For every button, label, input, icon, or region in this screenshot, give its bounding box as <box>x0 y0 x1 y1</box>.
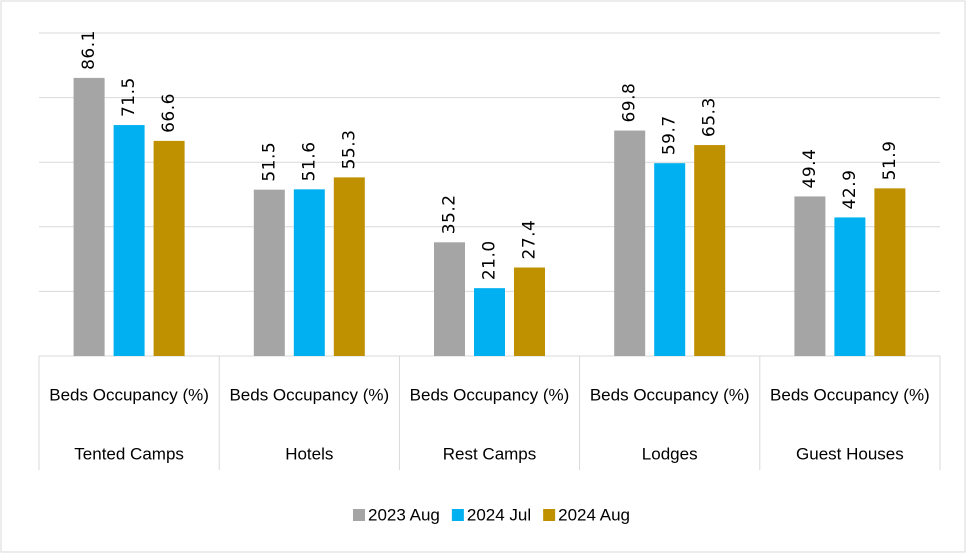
bar <box>153 140 185 356</box>
bar <box>113 125 145 357</box>
legend-swatch <box>353 509 365 521</box>
legend-label: 2024 Aug <box>558 505 630 524</box>
value-label: 51.6 <box>299 141 319 181</box>
value-label: 69.8 <box>620 83 640 123</box>
x-tick-label: Guest Houses <box>796 444 904 463</box>
bar <box>253 189 285 356</box>
x-tick-label: Beds Occupancy (%) <box>590 385 750 404</box>
x-tick-label: Tented Camps <box>74 444 184 463</box>
legend-swatch <box>543 509 556 521</box>
value-label: 49.4 <box>800 149 820 189</box>
value-label: 66.6 <box>159 93 179 133</box>
bar <box>694 145 726 356</box>
value-label: 51.9 <box>880 141 900 181</box>
value-label: 59.7 <box>660 115 680 155</box>
x-tick-label: Beds Occupancy (%) <box>770 385 930 404</box>
value-label: 71.5 <box>119 77 139 117</box>
value-label: 21.0 <box>480 240 500 280</box>
legend-label: 2024 Jul <box>467 505 531 524</box>
bar <box>293 189 325 356</box>
value-label: 51.5 <box>259 142 279 182</box>
bar <box>73 77 105 356</box>
x-tick-label: Beds Occupancy (%) <box>49 385 209 404</box>
bar <box>434 242 465 356</box>
x-tick-label: Hotels <box>285 444 333 463</box>
x-tick-label: Beds Occupancy (%) <box>229 385 389 404</box>
bar <box>654 163 686 356</box>
x-tick-label: Rest Camps <box>443 444 537 463</box>
x-tick-label: Beds Occupancy (%) <box>410 385 570 404</box>
value-label: 42.9 <box>840 170 860 210</box>
bar <box>474 288 505 356</box>
legend-label: 2023 Aug <box>368 505 440 524</box>
x-tick-label: Lodges <box>642 444 698 463</box>
bar <box>874 188 906 356</box>
value-label: 27.4 <box>520 220 540 260</box>
legend: 2023 Aug 2024 Jul 2024 Aug <box>353 505 630 524</box>
bar <box>333 177 365 356</box>
value-label: 35.2 <box>440 194 460 234</box>
value-label: 86.1 <box>79 30 99 70</box>
value-label: 55.3 <box>339 130 359 170</box>
bar <box>614 130 646 356</box>
bar <box>794 196 826 356</box>
legend-swatch <box>451 509 464 521</box>
bar <box>834 217 866 356</box>
value-label: 65.3 <box>700 97 720 137</box>
bar <box>514 267 545 356</box>
